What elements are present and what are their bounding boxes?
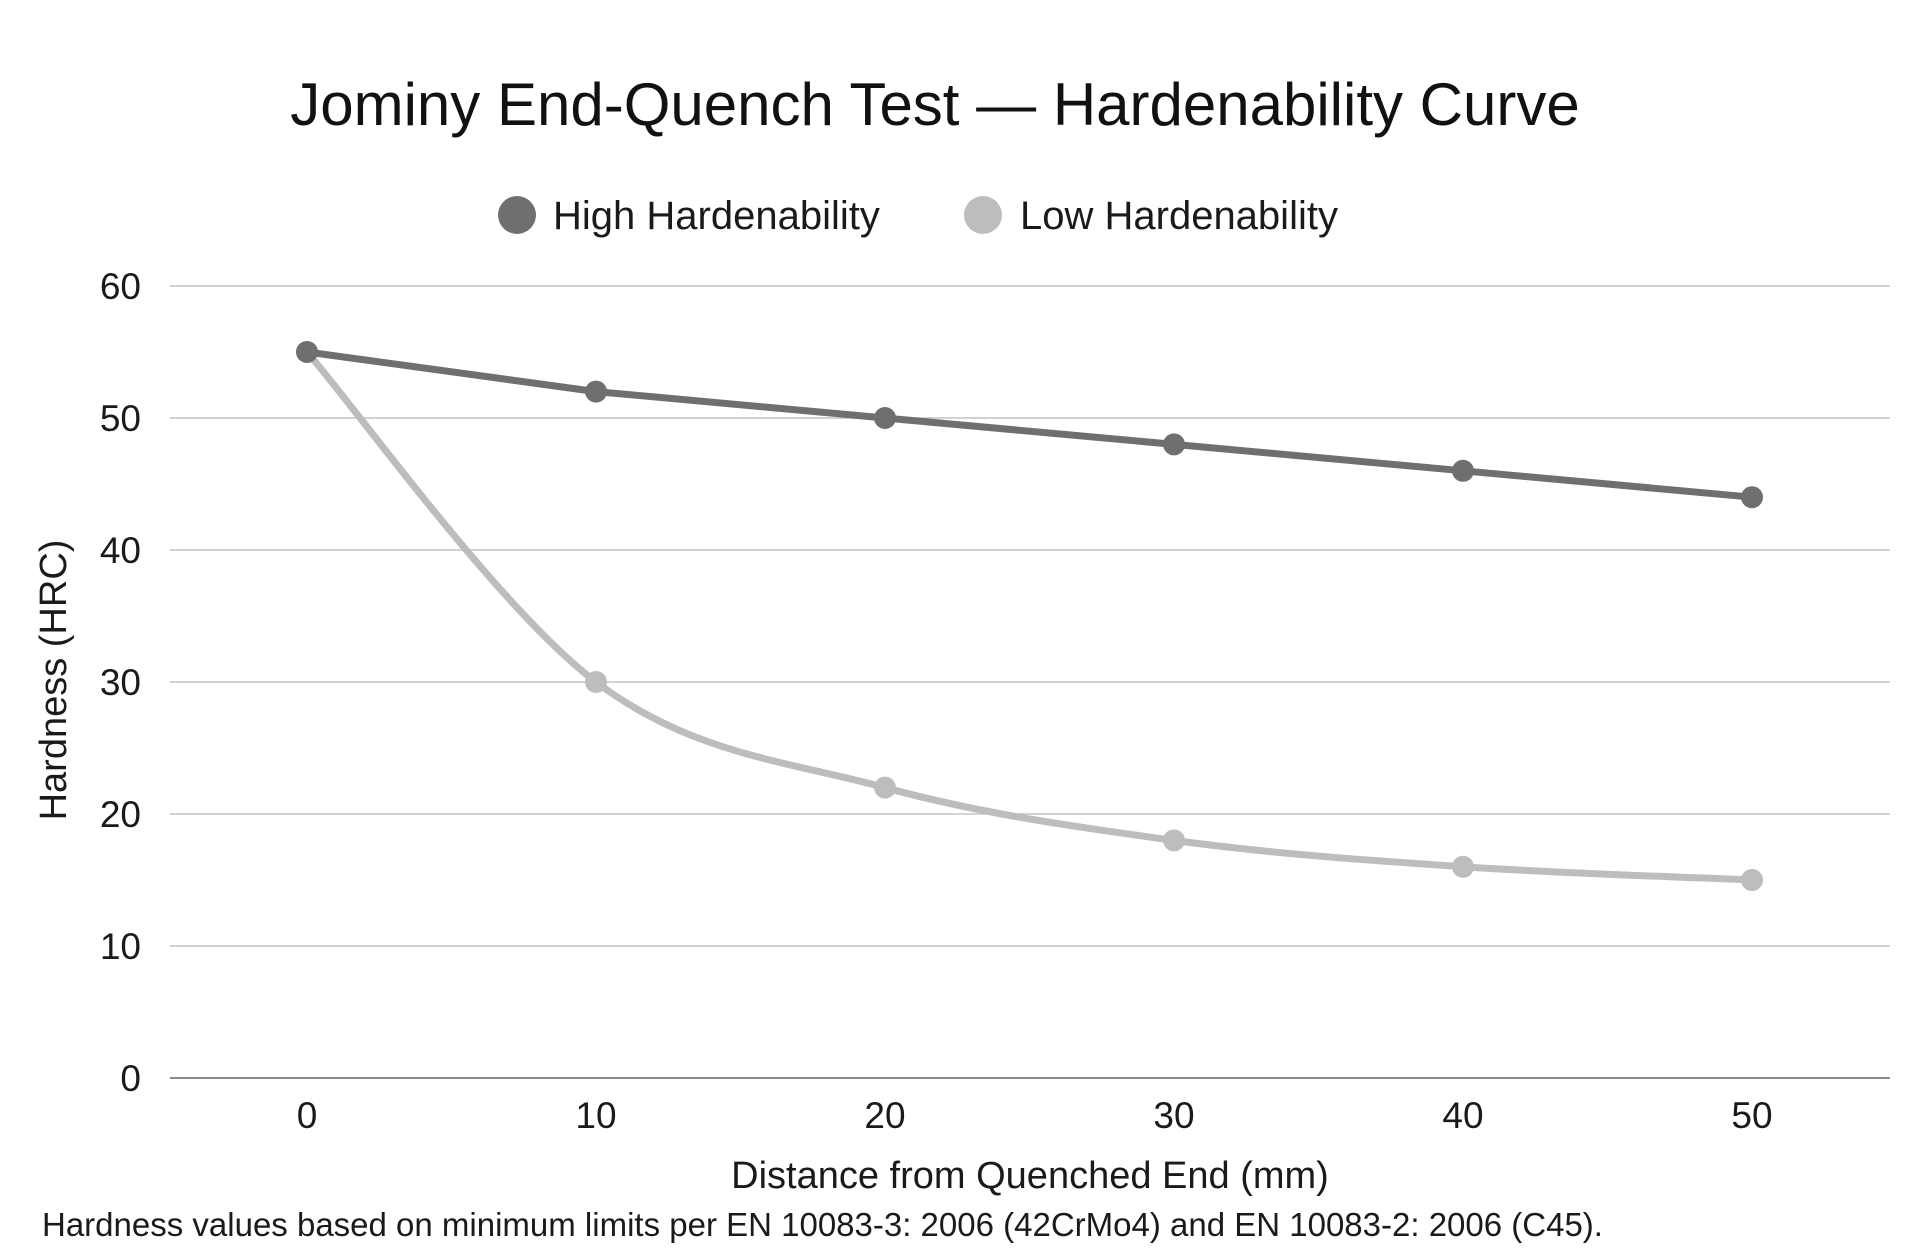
series-low-hardenability xyxy=(296,341,1763,891)
data-point-high-hardenability xyxy=(1741,486,1763,509)
y-tick-label: 60 xyxy=(100,266,141,307)
legend: High Hardenability Low Hardenability xyxy=(498,194,1338,238)
chart-title: Jominy End-Quench Test — Hardenability C… xyxy=(290,71,1579,138)
x-tick-label: 50 xyxy=(1731,1095,1772,1136)
series-high-hardenability xyxy=(296,341,1763,509)
footnote: Hardness values based on minimum limits … xyxy=(42,1206,1603,1243)
y-tick-label: 0 xyxy=(120,1058,141,1099)
y-tick-label: 30 xyxy=(100,662,141,703)
x-axis-ticks: 0 10 20 30 40 50 xyxy=(297,1095,1773,1136)
gridlines xyxy=(170,285,1890,1079)
data-point-high-hardenability xyxy=(585,380,607,403)
x-tick-label: 20 xyxy=(864,1095,905,1136)
y-axis-title: Hardness (HRC) xyxy=(33,540,75,821)
series-line-low-hardenability xyxy=(303,348,1756,884)
data-point-high-hardenability xyxy=(296,341,318,363)
x-tick-label: 30 xyxy=(1153,1095,1194,1136)
data-point-low-hardenability xyxy=(1741,869,1763,891)
legend-label-high-hardenability: High Hardenability xyxy=(553,194,880,238)
series-line-high-hardenability xyxy=(303,348,1756,501)
data-point-low-hardenability xyxy=(1163,829,1185,852)
data-point-high-hardenability xyxy=(1452,459,1474,482)
legend-label-low-hardenability: Low Hardenability xyxy=(1020,194,1338,238)
y-tick-label: 10 xyxy=(100,926,141,967)
y-tick-label: 20 xyxy=(100,794,141,835)
x-tick-label: 0 xyxy=(297,1095,318,1136)
data-point-high-hardenability xyxy=(874,407,896,429)
legend-marker-low-hardenability xyxy=(964,196,1002,234)
data-point-low-hardenability xyxy=(874,776,896,799)
series-layer xyxy=(296,341,1763,891)
data-point-low-hardenability xyxy=(585,671,607,693)
data-point-low-hardenability xyxy=(1452,855,1474,878)
y-axis-ticks: 0 10 20 30 40 50 60 xyxy=(100,266,141,1099)
data-point-high-hardenability xyxy=(1163,433,1185,456)
x-tick-label: 10 xyxy=(575,1095,616,1136)
x-axis-title: Distance from Quenched End (mm) xyxy=(731,1155,1329,1197)
x-tick-label: 40 xyxy=(1442,1095,1483,1136)
y-tick-label: 50 xyxy=(100,398,141,439)
legend-marker-high-hardenability xyxy=(498,196,536,234)
y-tick-label: 40 xyxy=(100,530,141,571)
